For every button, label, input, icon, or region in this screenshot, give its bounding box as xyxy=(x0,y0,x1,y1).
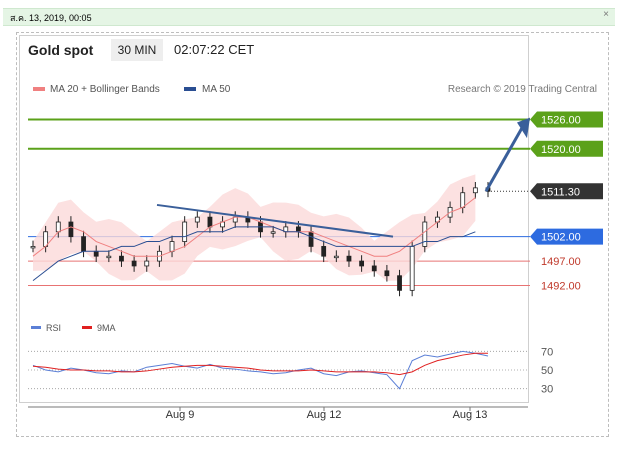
timeframe-badge[interactable]: 30 MIN xyxy=(111,39,163,61)
forecast-arrow xyxy=(484,123,526,193)
level-tag-1520.00 xyxy=(530,140,603,157)
candle-body xyxy=(55,221,61,233)
ma20-line xyxy=(32,197,476,257)
falling-trendline xyxy=(156,203,394,238)
candle-body xyxy=(296,226,301,233)
candle-body xyxy=(384,270,390,277)
candle-body xyxy=(371,265,377,272)
candle-body xyxy=(359,260,365,267)
rsi-tick-label: 30 xyxy=(541,384,553,396)
level-label: 1511.30 xyxy=(541,186,580,198)
level-label: 1526.00 xyxy=(541,115,581,127)
chart-title: Gold spot xyxy=(28,42,94,58)
candle-body xyxy=(131,260,137,267)
legend-credit: Research © 2019 Trading Central xyxy=(448,84,597,95)
candle-body xyxy=(144,260,150,267)
level-tag-1511.30 xyxy=(530,183,603,200)
close-icon[interactable]: × xyxy=(603,9,609,20)
level-tag-1502.00 xyxy=(530,228,603,245)
rsi-tick-label: 50 xyxy=(541,365,553,377)
candle-body xyxy=(207,216,213,228)
legend-ma20: MA 20 + Bollinger Bands xyxy=(50,84,160,95)
rsi-line xyxy=(32,350,489,390)
legend-9ma-swatch xyxy=(82,326,92,329)
rsi-9ma-line xyxy=(32,352,488,376)
x-tick-label: Aug 9 xyxy=(166,409,195,421)
candle-body xyxy=(81,236,86,252)
forecast-arrow-head xyxy=(517,117,530,139)
candle-body xyxy=(333,255,339,259)
timestamp: ส.ค. 13, 2019, 00:05 xyxy=(10,13,92,23)
candle-body xyxy=(119,255,124,262)
legend-rsi: RSI xyxy=(46,323,61,333)
level-tag-1526.00 xyxy=(530,111,603,128)
candle-body xyxy=(106,255,112,259)
x-tick-label: Aug 12 xyxy=(307,409,342,421)
level-label: 1492.00 xyxy=(541,280,581,292)
legend-ma50: MA 50 xyxy=(202,84,231,95)
rsi-tick-label: 70 xyxy=(541,346,553,358)
bollinger-band xyxy=(33,174,476,281)
candle-body xyxy=(194,216,200,223)
legend-ma50-swatch xyxy=(184,87,196,91)
candle-body xyxy=(321,246,327,257)
level-label: 1497.00 xyxy=(541,256,581,268)
candle-body xyxy=(422,221,428,247)
candle-body xyxy=(460,192,466,208)
level-label: 1520.00 xyxy=(541,144,581,156)
candle-body xyxy=(169,241,175,252)
chart-frame xyxy=(16,32,609,437)
ma50-line xyxy=(32,226,476,281)
candle-body xyxy=(346,255,352,262)
candle-body xyxy=(182,221,188,242)
candle-body xyxy=(472,187,478,194)
legend-9ma: 9MA xyxy=(97,323,116,333)
top-status-bar: ส.ค. 13, 2019, 00:05 × xyxy=(3,8,615,26)
legend-ma20-swatch xyxy=(33,87,45,91)
candle-body xyxy=(68,221,74,238)
candle-body xyxy=(397,275,402,291)
level-label: 1502.00 xyxy=(541,232,581,244)
x-tick-label: Aug 13 xyxy=(453,409,488,421)
candle-body xyxy=(409,246,415,291)
legend-rsi-swatch xyxy=(31,326,41,329)
chart-inner-border xyxy=(19,35,529,403)
candle-body xyxy=(308,231,314,247)
chart-time: 02:07:22 CET xyxy=(174,42,255,57)
candle-body xyxy=(93,250,99,257)
candle-body xyxy=(30,246,36,249)
candle-body xyxy=(270,231,276,234)
